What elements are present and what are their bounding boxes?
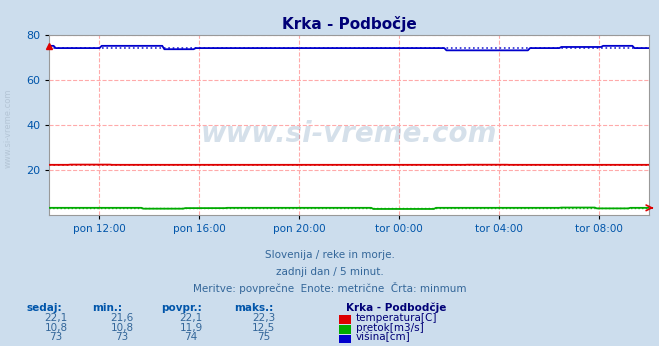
Text: min.:: min.: <box>92 303 123 313</box>
Text: 22,3: 22,3 <box>252 313 275 323</box>
Text: višina[cm]: višina[cm] <box>356 332 411 343</box>
Text: temperatura[C]: temperatura[C] <box>356 313 438 323</box>
Text: 75: 75 <box>257 333 270 343</box>
Text: 21,6: 21,6 <box>110 313 134 323</box>
Text: pretok[m3/s]: pretok[m3/s] <box>356 323 424 333</box>
Text: Meritve: povprečne  Enote: metrične  Črta: minmum: Meritve: povprečne Enote: metrične Črta:… <box>192 282 467 294</box>
Text: www.si-vreme.com: www.si-vreme.com <box>3 88 13 168</box>
Text: 73: 73 <box>49 333 63 343</box>
Text: maks.:: maks.: <box>234 303 273 313</box>
Text: 22,1: 22,1 <box>44 313 68 323</box>
Text: 10,8: 10,8 <box>110 323 134 333</box>
Text: zadnji dan / 5 minut.: zadnji dan / 5 minut. <box>275 267 384 277</box>
Text: 10,8: 10,8 <box>44 323 68 333</box>
Text: 11,9: 11,9 <box>179 323 203 333</box>
Text: sedaj:: sedaj: <box>26 303 62 313</box>
Text: www.si-vreme.com: www.si-vreme.com <box>201 120 498 147</box>
Text: 12,5: 12,5 <box>252 323 275 333</box>
Text: Krka - Podbodčje: Krka - Podbodčje <box>346 303 446 313</box>
Text: 22,1: 22,1 <box>179 313 203 323</box>
Text: 73: 73 <box>115 333 129 343</box>
Title: Krka - Podbočje: Krka - Podbočje <box>282 16 416 32</box>
Text: 74: 74 <box>185 333 198 343</box>
Text: povpr.:: povpr.: <box>161 303 202 313</box>
Text: Slovenija / reke in morje.: Slovenija / reke in morje. <box>264 250 395 260</box>
